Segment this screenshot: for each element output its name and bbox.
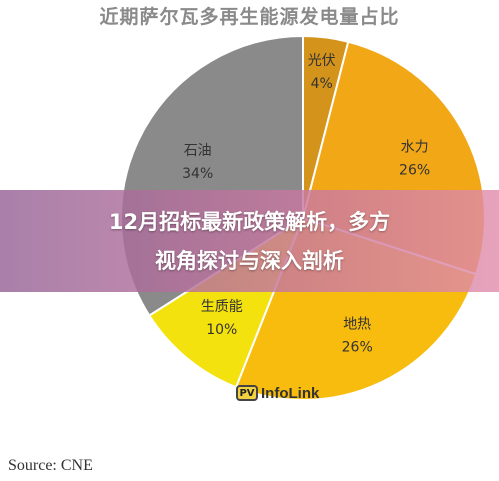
source-note: Source: CNE xyxy=(8,457,93,474)
watermark-text: InfoLink xyxy=(261,384,320,402)
slice-label-4: 石油 xyxy=(184,143,212,159)
slice-value-0: 4% xyxy=(311,76,333,92)
slice-value-4: 34% xyxy=(182,166,213,182)
slice-label-2: 地热 xyxy=(343,316,371,332)
slice-label-0: 光伏 xyxy=(308,53,336,69)
banner-title-line-1: 12月招标最新政策解析，多方 xyxy=(108,210,391,234)
infolink-watermark: PV InfoLink xyxy=(236,382,319,404)
slice-label-1: 水力 xyxy=(401,140,429,156)
slice-value-1: 26% xyxy=(399,163,430,179)
slice-value-2: 26% xyxy=(342,339,373,355)
pie-labels: 光伏 4% 水力 26% 地热 26% 生质能 10% 石油 34% xyxy=(182,53,430,355)
pv-logo-icon: PV xyxy=(236,385,258,401)
chart-title: 近期萨尔瓦多再生能源发电量占比 xyxy=(99,6,400,28)
slice-value-3: 10% xyxy=(206,322,237,338)
banner-title-line-2: 视角探讨与深入剖析 xyxy=(155,249,344,273)
slice-label-3: 生质能 xyxy=(201,299,243,315)
article-banner[interactable]: 12月招标最新政策解析，多方 视角探讨与深入剖析 xyxy=(0,190,499,292)
